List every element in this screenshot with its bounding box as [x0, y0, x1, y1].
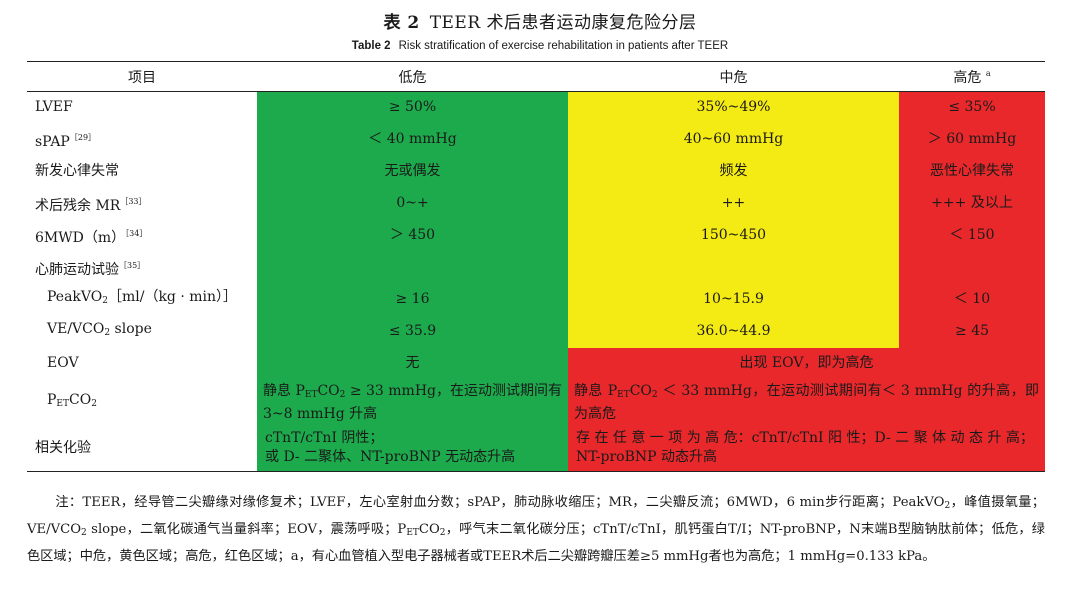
- row-label-unit: ［ml/（kg · min）］: [107, 289, 238, 305]
- high-cell: ＞ 60 mmHg: [899, 123, 1045, 156]
- cell-text: ＜ 33 mmHg，在运动测试期间有＜ 3 mmHg 的升高，即为高危: [574, 382, 1039, 422]
- row-label: 术后残余 MR［33］: [27, 188, 257, 220]
- low-cell: [257, 251, 568, 284]
- mid-high-cell: 出现 EOV，即为高危: [568, 347, 1045, 380]
- header-item: 项目: [27, 61, 257, 92]
- footnote-text: ，呼气末二氧化碳分压；cTnT/cTnI，肌钙蛋白T/I；NT-proBNP，N…: [27, 522, 1045, 564]
- header-high-sup: a: [985, 68, 991, 78]
- row-label: 心肺运动试验［35］: [27, 252, 257, 284]
- mid-cell: ++: [568, 187, 899, 220]
- citation: ［29］: [69, 132, 97, 142]
- table-row: 术后残余 MR［33］ 0~+ ++ +++ 及以上: [27, 187, 1045, 220]
- row-label-text: PeakVO: [47, 289, 103, 305]
- cell-text: CO: [317, 382, 340, 399]
- mid-cell: 35%~49%: [568, 91, 899, 124]
- cell-line: NT-proBNP 动态升高: [576, 449, 718, 466]
- row-label: sPAP［29］: [27, 124, 257, 156]
- cell-line: 或 D- 二聚体、NT-proBNP 无动态升高: [265, 449, 516, 466]
- table-row: VE/VCO2 slope ≤ 35.9 36.0~44.9 ≥ 45: [27, 315, 1045, 348]
- high-cell: +++ 及以上: [899, 187, 1045, 220]
- table-row: 相关化验 cTnT/cTnI 阴性； 或 D- 二聚体、NT-proBNP 无动态…: [27, 425, 1045, 472]
- mid-high-cell: 存 在 任 意 一 项 为 高 危：cTnT/cTnI 阳 性；D- 二 聚 体…: [568, 425, 1045, 472]
- high-cell: ≥ 45: [899, 315, 1045, 348]
- low-cell: ≥ 50%: [257, 91, 568, 124]
- table-row: EOV 无 出现 EOV，即为高危: [27, 347, 1045, 380]
- row-label-text: VE/VCO: [47, 321, 105, 337]
- header-high: 高危 a: [899, 61, 1045, 92]
- table-title: 表 2 TEER 术后患者运动康复危险分层: [0, 8, 1080, 33]
- high-cell: ≤ 35%: [899, 91, 1045, 124]
- table-row: PETCO2 静息 PETCO2 ≥ 33 mmHg，在运动测试期间有 3~8 …: [27, 379, 1045, 426]
- row-label: LVEF: [35, 99, 73, 116]
- row-label: PeakVO2［ml/（kg · min）］: [47, 289, 238, 306]
- table-number: 表 2: [383, 13, 420, 33]
- row-label-suffix: slope: [110, 321, 152, 337]
- low-cell: ≥ 16: [257, 283, 568, 316]
- footnote-text: 注：TEER，经导管二尖瓣缘对缘修复术；LVEF，左心室射血分数；sPAP，肺动…: [55, 495, 945, 510]
- table-row: PeakVO2［ml/（kg · min）］ ≥ 16 10~15.9 ＜ 10: [27, 283, 1045, 316]
- table-row: 新发心律失常 无或偶发 频发 恶性心律失常: [27, 155, 1045, 188]
- mid-cell: 36.0~44.9: [568, 315, 899, 348]
- cell-text: 静息 P: [574, 382, 618, 399]
- table-row: LVEF ≥ 50% 35%~49% ≤ 35%: [27, 91, 1045, 124]
- high-cell: [899, 251, 1045, 284]
- row-label-text: 心肺运动试验: [35, 261, 119, 278]
- mid-high-cell: 静息 PETCO2 ＜ 33 mmHg，在运动测试期间有＜ 3 mmHg 的升高…: [568, 379, 1045, 426]
- row-label-sub: ET: [56, 399, 69, 409]
- table-title-en: Risk stratification of exercise rehabili…: [398, 40, 729, 52]
- cell-line: cTnT/cTnI 阴性；: [265, 430, 384, 447]
- row-label: 相关化验: [27, 425, 257, 472]
- low-cell: 静息 PETCO2 ≥ 33 mmHg，在运动测试期间有 3~8 mmHg 升高: [257, 379, 568, 426]
- high-cell: ＜ 150: [899, 219, 1045, 252]
- row-label-text: CO: [69, 392, 92, 408]
- cell-text: CO: [629, 382, 652, 399]
- high-cell: ＜ 10: [899, 283, 1045, 316]
- mid-cell: [568, 251, 899, 284]
- low-cell: ＞ 450: [257, 219, 568, 252]
- low-cell: cTnT/cTnI 阴性； 或 D- 二聚体、NT-proBNP 无动态升高: [257, 425, 568, 472]
- low-cell: 0~+: [257, 187, 568, 220]
- low-cell: 无: [257, 347, 568, 380]
- mid-cell: 150~450: [568, 219, 899, 252]
- row-label-text: 术后残余 MR: [35, 197, 121, 214]
- table-row: sPAP［29］ ＜ 40 mmHg 40~60 mmHg ＞ 60 mmHg: [27, 123, 1045, 156]
- low-cell: ≤ 35.9: [257, 315, 568, 348]
- table-subtitle: Table 2 Risk stratification of exercise r…: [0, 40, 1080, 52]
- table-footnote: 注：TEER，经导管二尖瓣缘对缘修复术；LVEF，左心室射血分数；sPAP，肺动…: [27, 495, 1045, 564]
- header-low: 低危: [257, 61, 568, 92]
- low-cell: 无或偶发: [257, 155, 568, 188]
- header-row: 项目 低危 中危 高危 a: [27, 61, 1045, 92]
- mid-cell: 10~15.9: [568, 283, 899, 316]
- row-label: EOV: [47, 355, 79, 371]
- citation: ［35］: [119, 260, 146, 270]
- risk-table: 项目 低危 中危 高危 a LVEF ≥ 50% 35%~49% ≤ 35% s…: [27, 61, 1045, 472]
- table-number-en: Table 2: [351, 40, 391, 52]
- row-label-text: P: [47, 392, 57, 408]
- table-title-text: TEER 术后患者运动康复危险分层: [429, 13, 697, 33]
- row-label: VE/VCO2 slope: [47, 321, 152, 338]
- high-cell: 恶性心律失常: [899, 155, 1045, 188]
- header-mid: 中危: [568, 61, 899, 92]
- table-row: 6MWD（m）［34］ ＞ 450 150~450 ＜ 150: [27, 219, 1045, 252]
- header-high-label: 高危: [953, 69, 982, 86]
- mid-cell: 40~60 mmHg: [568, 123, 899, 156]
- cell-text: 静息 P: [263, 382, 305, 399]
- row-label-text: sPAP: [35, 133, 70, 150]
- table-row: 心肺运动试验［35］: [27, 251, 1045, 284]
- footnote-text: slope，二氧化碳通气当量斜率；EOV，震荡呼吸；P: [86, 522, 407, 537]
- cell-line: 存 在 任 意 一 项 为 高 危：cTnT/cTnI 阳 性；D- 二 聚 体…: [576, 430, 1034, 447]
- row-label: PETCO2: [47, 392, 97, 409]
- cell-text: ≥ 33 mmHg，在运动测试期间有 3~8 mmHg 升高: [263, 382, 563, 422]
- row-label-text: 6MWD（m）: [35, 229, 126, 246]
- low-cell: ＜ 40 mmHg: [257, 123, 568, 156]
- footnote-text: ，峰值摄氧量；VE/VCO: [27, 495, 1045, 537]
- row-label: 新发心律失常: [35, 163, 119, 179]
- row-label: 6MWD（m）［34］: [27, 220, 257, 252]
- footnote-text: CO: [418, 522, 440, 537]
- citation: ［33］: [120, 196, 147, 206]
- citation: ［34］: [125, 228, 148, 238]
- mid-cell: 频发: [568, 155, 899, 188]
